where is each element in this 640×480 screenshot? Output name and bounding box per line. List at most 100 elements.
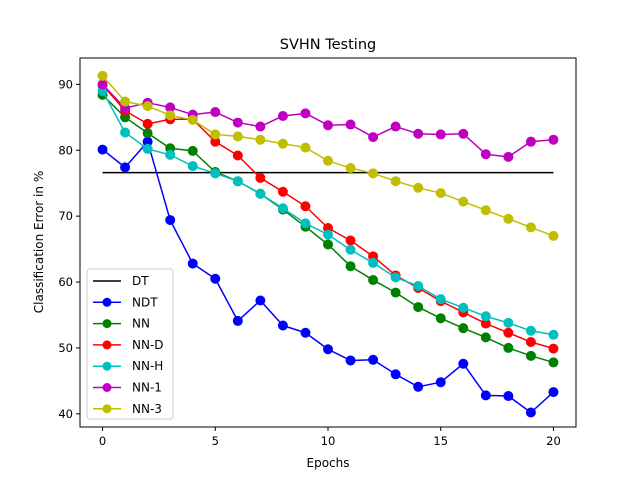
series-nn-h: [97, 85, 559, 340]
data-point-nn-1: [232, 117, 243, 128]
data-point-ndt: [165, 215, 176, 226]
data-point-nn: [187, 145, 198, 156]
y-axis-label: Classification Error in %: [32, 171, 46, 313]
data-point-nn-3: [300, 142, 311, 153]
data-point-nn: [458, 323, 469, 334]
legend: DT NDT NN NN-D NN-H NN-1 NN-3: [86, 268, 174, 420]
y-axis-ticks: 40 50 60 70 80 90: [58, 77, 80, 421]
legend-marker-nn-1: [102, 383, 112, 392]
data-point-nn-h: [255, 188, 266, 199]
series-ndt: [97, 136, 559, 418]
y-tick-label: 50: [58, 341, 73, 355]
data-point-nn-d: [142, 118, 153, 129]
data-point-nn-3: [525, 222, 536, 233]
data-point-nn-1: [368, 132, 379, 143]
data-point-nn: [525, 350, 536, 361]
data-point-nn-1: [300, 108, 311, 119]
data-point-ndt: [300, 327, 311, 338]
data-point-ndt: [232, 315, 243, 326]
data-point-nn-h: [323, 229, 333, 240]
data-point-nn-h: [413, 280, 424, 291]
data-point-nn-d: [277, 186, 288, 197]
legend-label-nn-1: NN-1: [132, 381, 162, 395]
data-point-nn-3: [232, 131, 243, 142]
data-point-nn-1: [323, 120, 333, 131]
data-point-nn-3: [345, 163, 356, 174]
series-nn-1: [97, 79, 559, 162]
data-point-nn-1: [435, 129, 446, 140]
data-point-ndt: [187, 258, 198, 269]
data-point-nn-1: [458, 128, 469, 139]
x-tick-label: 10: [321, 434, 336, 448]
data-point-nn-3: [142, 101, 153, 112]
data-point-nn: [435, 313, 446, 324]
legend-marker-nn-3: [102, 404, 112, 414]
data-point-nn-h: [210, 168, 221, 179]
legend-label-nn: NN: [132, 317, 150, 331]
data-point-nn-3: [480, 205, 491, 216]
data-point-ndt: [390, 369, 401, 380]
data-point-nn-3: [277, 138, 288, 149]
data-point-ndt: [458, 358, 469, 369]
data-point-nn-h: [120, 127, 131, 138]
data-point-nn-h: [345, 244, 356, 255]
data-point-nn-1: [255, 121, 266, 132]
data-point-nn-3: [413, 182, 424, 193]
data-point-nn: [480, 332, 491, 343]
data-point-nn-d: [345, 235, 356, 246]
data-point-nn-h: [458, 302, 469, 313]
data-point-nn-h: [142, 143, 153, 154]
data-point-ndt: [503, 391, 514, 402]
data-point-ndt: [277, 320, 288, 331]
data-point-nn: [503, 342, 514, 353]
data-point-ndt: [480, 390, 491, 401]
data-point-nn-3: [548, 230, 559, 241]
chart-title: SVHN Testing: [280, 37, 376, 53]
data-point-nn-h: [300, 218, 311, 229]
legend-label-nn-h: NN-H: [132, 359, 163, 373]
data-point-ndt: [548, 387, 559, 398]
data-point-nn-3: [458, 196, 469, 207]
data-point-nn-d: [255, 172, 266, 183]
data-point-nn-h: [525, 325, 536, 336]
data-point-nn-d: [525, 336, 536, 347]
data-point-nn-1: [97, 79, 108, 90]
y-tick-label: 80: [58, 143, 73, 157]
data-point-nn-3: [97, 70, 108, 81]
data-point-nn-h: [390, 272, 401, 283]
legend-marker-ndt: [102, 297, 112, 307]
data-point-ndt: [435, 377, 446, 388]
data-point-nn-h: [232, 176, 243, 187]
data-point-nn-3: [187, 114, 198, 125]
data-point-nn: [345, 261, 356, 272]
series-nn-3: [97, 70, 559, 241]
legend-marker-nn-d: [102, 340, 112, 350]
legend-marker-nn-h: [102, 361, 112, 371]
x-tick-label: 0: [99, 434, 106, 448]
x-tick-label: 20: [546, 434, 561, 448]
data-point-nn-d: [503, 327, 514, 338]
data-point-ndt: [120, 162, 131, 173]
data-point-nn-h: [480, 311, 491, 322]
legend-label-nn-d: NN-D: [132, 338, 164, 352]
data-point-nn-1: [277, 110, 288, 121]
legend-label-nn-3: NN-3: [132, 402, 162, 416]
x-axis-ticks: 0 5 10 15 20: [99, 427, 561, 448]
data-point-nn-d: [232, 150, 243, 161]
data-point-nn: [368, 275, 379, 286]
data-point-ndt: [210, 273, 221, 284]
data-point-nn-1: [525, 136, 536, 147]
data-point-nn: [323, 239, 333, 250]
data-point-nn-h: [368, 257, 379, 268]
data-point-nn-3: [390, 176, 401, 187]
data-point-ndt: [525, 407, 536, 418]
data-point-ndt: [345, 355, 356, 366]
data-point-nn-3: [323, 155, 333, 166]
data-point-ndt: [323, 344, 333, 355]
y-tick-label: 90: [58, 77, 73, 91]
data-point-nn: [142, 128, 153, 139]
data-point-nn-3: [210, 129, 221, 140]
data-point-nn: [390, 287, 401, 298]
legend-marker-nn: [102, 319, 112, 329]
x-tick-label: 15: [433, 434, 448, 448]
